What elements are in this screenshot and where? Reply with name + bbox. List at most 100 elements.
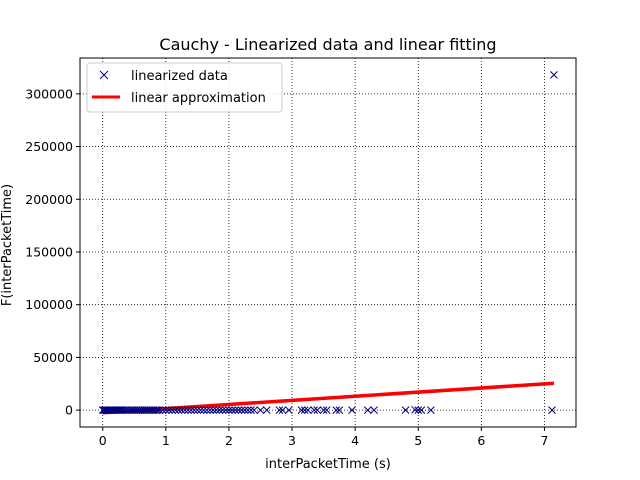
data-point (146, 406, 154, 414)
y-axis-title: F(interPacketTime) (0, 184, 15, 306)
data-point-stroke (121, 406, 130, 414)
data-point (221, 406, 230, 414)
data-point (319, 406, 328, 414)
data-point (401, 406, 410, 414)
data-point-stroke (401, 406, 410, 414)
data-point-stroke (129, 406, 137, 414)
data-point-stroke (215, 406, 224, 414)
data-point (303, 406, 312, 414)
data-point-stroke (117, 406, 126, 414)
data-point (168, 406, 176, 414)
data-point (165, 406, 173, 414)
data-point-stroke (193, 406, 202, 414)
data-point-stroke (348, 406, 356, 414)
data-point (244, 406, 252, 414)
data-point-stroke (114, 406, 122, 414)
data-point (174, 406, 183, 414)
data-point-stroke (161, 406, 170, 414)
data-point-stroke (275, 406, 284, 414)
x-tick-label: 2 (225, 433, 233, 448)
data-point (190, 406, 199, 414)
data-point (144, 406, 153, 414)
data-point-stroke (206, 406, 214, 414)
data-point (155, 406, 164, 414)
legend-label-linearized-data: linearized data (131, 69, 228, 84)
data-point-stroke (202, 406, 211, 414)
data-point-stroke (332, 406, 341, 414)
data-point (550, 71, 558, 79)
legend-marker-linearized-data (99, 70, 109, 80)
data-point (177, 406, 186, 414)
data-point (427, 406, 435, 414)
data-point-stroke (187, 406, 195, 414)
data-point-stroke (155, 406, 164, 414)
data-point (300, 406, 309, 414)
data-point-stroke (319, 406, 328, 414)
data-point-stroke (417, 406, 426, 414)
data-point (285, 406, 293, 414)
legend-box (86, 62, 283, 113)
data-point-stroke (148, 406, 156, 414)
data-point (136, 406, 145, 414)
data-point (117, 406, 126, 414)
data-point (322, 406, 331, 414)
data-point-stroke (158, 406, 167, 414)
data-point (129, 406, 137, 414)
data-point (234, 406, 243, 414)
data-point (275, 406, 284, 414)
data-point-stroke (127, 406, 135, 414)
data-point-stroke (180, 406, 189, 414)
y-tick-label: 150000 (25, 244, 73, 259)
data-point (123, 406, 132, 414)
data-point-stroke (165, 406, 173, 414)
data-point (121, 406, 130, 414)
data-point-stroke (322, 406, 331, 414)
data-point-stroke (297, 406, 306, 414)
data-point-stroke (550, 71, 558, 79)
data-point (417, 406, 426, 414)
data-point (548, 406, 556, 414)
y-tick-label: 300000 (25, 86, 73, 101)
data-point (140, 406, 149, 414)
data-point (142, 406, 151, 414)
points-layer (98, 71, 558, 414)
data-point-stroke (142, 406, 151, 414)
data-point (297, 406, 306, 414)
y-tick-label: 250000 (25, 139, 73, 154)
data-point-stroke (174, 406, 183, 414)
data-point-stroke (310, 406, 318, 414)
data-point-stroke (225, 406, 233, 414)
data-point (206, 406, 214, 414)
data-point-stroke (196, 406, 205, 414)
data-point (225, 406, 233, 414)
data-point-stroke (250, 406, 259, 414)
data-point (335, 406, 344, 414)
x-tick-label: 0 (99, 433, 107, 448)
data-point (149, 406, 158, 414)
data-point-stroke (131, 406, 139, 414)
data-point-stroke (221, 406, 230, 414)
data-point (262, 406, 271, 414)
data-point-stroke (199, 406, 208, 414)
data-point-stroke (363, 406, 372, 414)
data-point-stroke (209, 406, 218, 414)
data-point-stroke (228, 406, 236, 414)
plot-frame (79, 57, 577, 428)
data-point (151, 406, 160, 414)
data-point (209, 406, 218, 414)
data-point-stroke (313, 406, 322, 414)
x-tick-label: 5 (414, 433, 422, 448)
data-point-stroke (427, 406, 435, 414)
data-point (231, 406, 240, 414)
data-point (363, 406, 372, 414)
data-point (256, 406, 265, 414)
data-point (158, 406, 167, 414)
x-axis-title: interPacketTime (s) (265, 457, 391, 472)
data-point (202, 406, 211, 414)
data-point (278, 406, 287, 414)
data-point-stroke (237, 406, 246, 414)
x-axis-ticks: 0 1 2 3 4 5 6 7 (99, 427, 548, 448)
data-point (125, 406, 134, 414)
data-point-stroke (300, 406, 309, 414)
